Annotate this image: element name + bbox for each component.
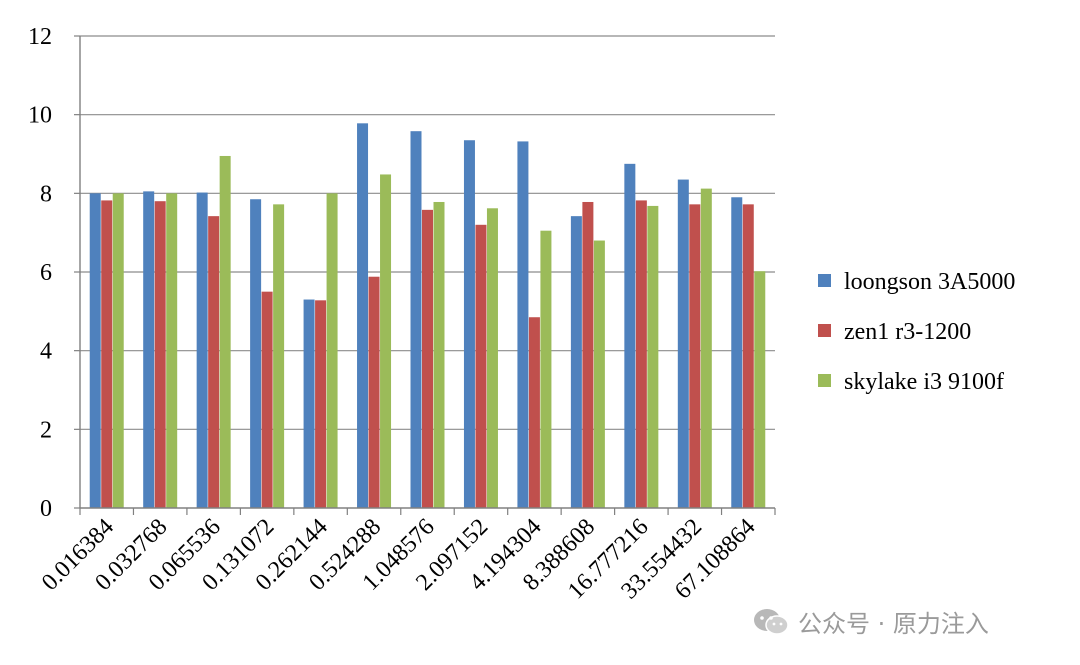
legend-label: loongson 3A5000	[844, 269, 1015, 295]
y-tick-label: 0	[40, 496, 52, 522]
x-tick-labels: 0.0163840.0327680.0655360.1310720.262144…	[37, 514, 761, 605]
bar	[219, 155, 231, 508]
bar	[754, 271, 766, 508]
bar	[422, 209, 433, 508]
bar	[486, 208, 498, 508]
bar	[540, 230, 552, 508]
bar	[196, 192, 208, 508]
bar	[261, 291, 273, 508]
y-tick-labels: 0 2 4 6 8 10 12	[28, 24, 52, 522]
legend-label: zen1 r3-1200	[844, 319, 971, 345]
watermark-text: 公众号 · 原力注入	[798, 610, 989, 638]
bar	[368, 276, 380, 508]
wechat-icon	[754, 608, 789, 635]
bar	[315, 300, 327, 508]
bar	[731, 197, 743, 508]
legend-swatch	[818, 374, 831, 387]
bar	[143, 191, 155, 508]
y-tick-label: 2	[40, 417, 52, 443]
bar	[250, 199, 262, 508]
y-tick-label: 10	[28, 103, 52, 129]
bar	[570, 216, 582, 508]
bar	[635, 200, 647, 508]
bar	[380, 174, 392, 508]
bar	[208, 216, 220, 508]
legend-label: skylake i3 9100f	[844, 369, 1004, 395]
bar	[593, 240, 605, 509]
bar	[166, 193, 178, 509]
bar	[357, 123, 369, 508]
bar	[517, 141, 529, 508]
bar	[112, 193, 124, 509]
y-tick-label: 12	[28, 24, 52, 50]
legend: loongson 3A5000 zen1 r3-1200 skylake i3 91…	[818, 269, 1015, 395]
bar	[101, 200, 113, 508]
y-tick-label: 4	[40, 339, 52, 365]
bar	[475, 224, 487, 509]
legend-swatch	[818, 324, 831, 337]
bar	[463, 140, 475, 508]
bar	[582, 201, 594, 508]
legend-swatch	[818, 274, 831, 287]
bar	[154, 201, 166, 508]
bar	[647, 205, 659, 509]
bar	[433, 201, 445, 508]
watermark: 公众号 · 原力注入	[752, 604, 989, 639]
axes	[74, 35, 776, 515]
bar	[677, 179, 689, 509]
bar	[273, 204, 285, 508]
bar	[326, 193, 338, 509]
bar	[700, 188, 712, 508]
y-tick-label: 6	[40, 260, 52, 286]
bar	[624, 163, 636, 509]
bar	[742, 204, 754, 508]
bar	[89, 193, 101, 509]
bar	[303, 299, 315, 508]
bar	[528, 317, 540, 508]
bar	[689, 204, 701, 508]
bar	[410, 131, 422, 509]
y-tick-label: 8	[40, 181, 52, 207]
bars-group	[89, 123, 766, 509]
